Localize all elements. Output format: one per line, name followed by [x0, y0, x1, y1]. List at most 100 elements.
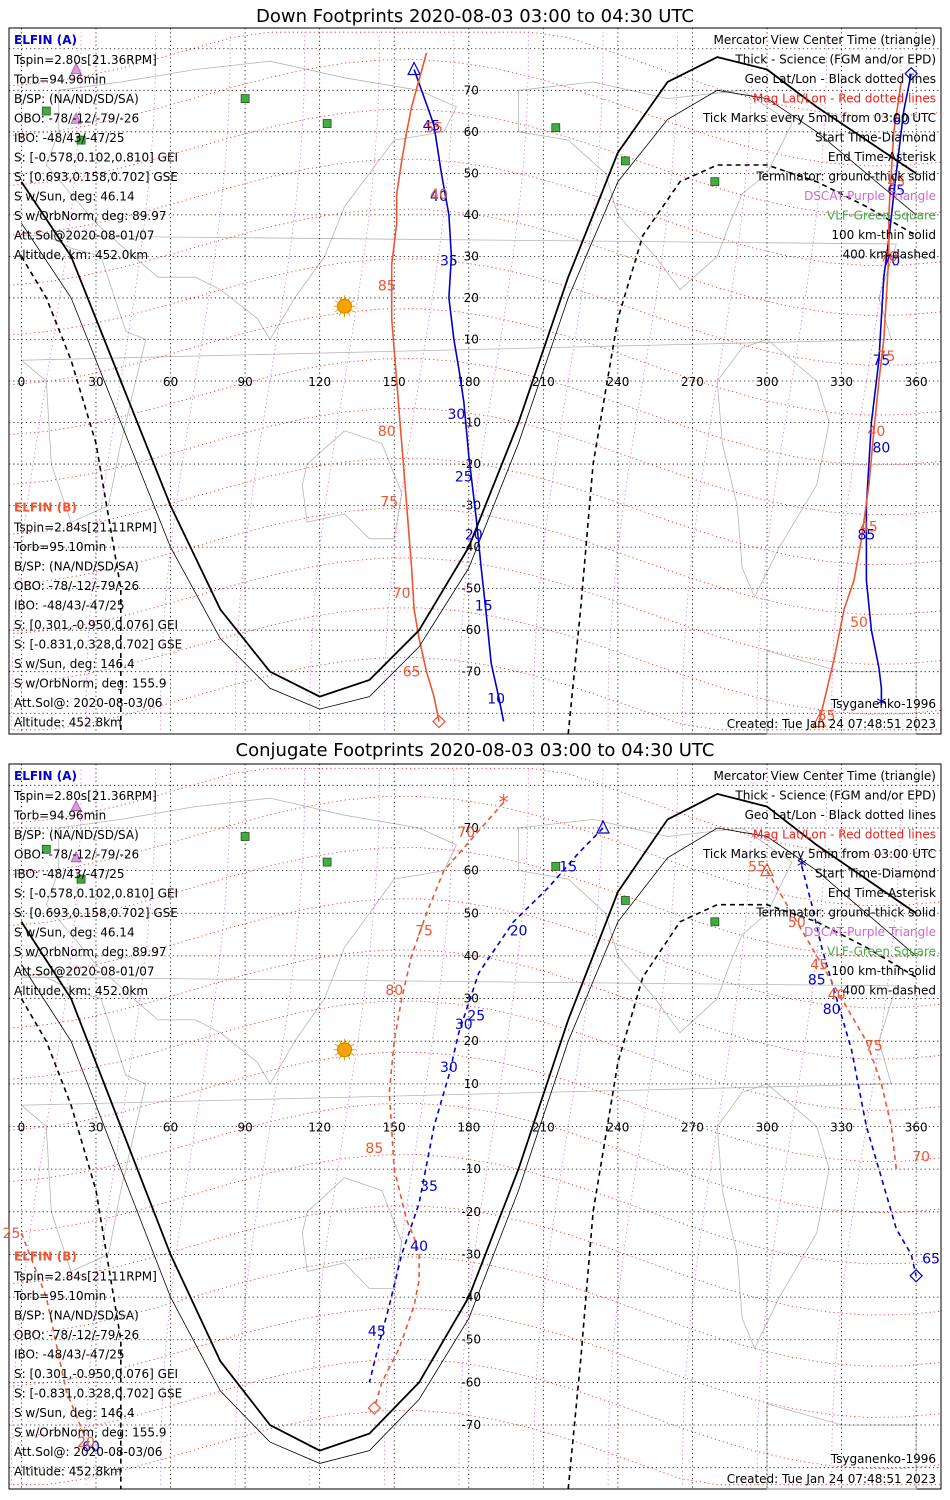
- vlf-station-marker: [620, 896, 630, 905]
- track-time-label: 75: [865, 1038, 883, 1054]
- elfin-a-label: ELFIN (A): [14, 769, 77, 783]
- vlf-station-marker: [710, 177, 720, 187]
- y-tick-label: -20: [461, 1205, 481, 1219]
- x-tick-label: 30: [88, 375, 103, 389]
- elfin-b-info: IBO: -48/43/-47/25: [14, 599, 125, 613]
- mag-meridian: [160, 768, 231, 1485]
- track-time-label: 45: [887, 175, 905, 191]
- y-tick-label: -10: [461, 1162, 481, 1176]
- elfin-b-info: Att.Sol@: 2020-08-03/06: [14, 1445, 162, 1459]
- elfin-a-info: B/SP: (NA/ND/SD/SA): [14, 828, 139, 842]
- elfin-b-info: S: [-0.831,0.328,0.702] GSE: [14, 638, 182, 652]
- track-line: [818, 81, 902, 722]
- y-tick-label: -60: [461, 623, 481, 637]
- sun-icon: [337, 1042, 353, 1058]
- mag-parallel: [9, 657, 941, 731]
- track-time-label: 70: [880, 249, 898, 265]
- track-time-label: 55: [748, 859, 766, 875]
- x-tick-label: 360: [905, 1121, 928, 1135]
- track-time-label: 85: [858, 528, 876, 544]
- dscat-marker: [70, 850, 82, 863]
- y-tick-label: 70: [464, 821, 479, 835]
- track-time-label: 15: [475, 598, 493, 614]
- track-time-label: 85: [808, 972, 826, 988]
- center-time-marker: [596, 819, 610, 834]
- legend-entry: Terminator: ground-thick solid: [755, 170, 936, 184]
- legend-entry: Thick - Science (FGM and/or EPD): [734, 789, 936, 803]
- x-tick-label: 0: [18, 375, 26, 389]
- coastline: [766, 650, 917, 735]
- vlf-station-marker: [620, 156, 630, 166]
- start-time-marker: [432, 714, 446, 729]
- track-time-label: 35: [420, 1179, 438, 1195]
- legend-entry: DSCAT-Purple Triangle: [804, 925, 936, 939]
- elfin-a-info: IBO: -48/43/-47/25: [14, 867, 125, 881]
- track-time-label: 40: [410, 1239, 428, 1255]
- y-tick-label: 20: [464, 291, 479, 305]
- elfin-b-info: S: [0.301,-0.950,0.076] GEI: [14, 1367, 178, 1381]
- mag-parallel: [8, 1000, 942, 1111]
- mag-parallel: [8, 407, 942, 516]
- x-tick-label: 60: [163, 375, 178, 389]
- mag-parallel: [8, 1358, 942, 1469]
- elfin-a-label: ELFIN (A): [14, 33, 77, 47]
- elfin-b-label: ELFIN (B): [14, 501, 77, 515]
- elfin-a-info: Torb=94.96min: [13, 73, 106, 87]
- elfin-b-info: Tspin=2.84s[21.11RPM]: [13, 521, 157, 535]
- elfin-a-info: Att.Sol@2020-08-01/07: [14, 229, 155, 243]
- track-time-label: 20: [77, 1435, 95, 1451]
- mag-parallel: [8, 607, 942, 715]
- elfin-b-info: S w/OrbNorm, deg: 155.9: [14, 1426, 166, 1440]
- y-tick-label: 40: [464, 208, 479, 222]
- x-tick-label: 90: [237, 375, 252, 389]
- track-time-label: 65: [887, 183, 905, 199]
- dscat-marker: [70, 112, 82, 124]
- end-time-marker: *: [499, 790, 509, 814]
- track-time-label: 40: [430, 189, 448, 205]
- mag-parallel: [8, 949, 942, 1060]
- elfin-a-info: Att.Sol@2020-08-01/07: [14, 965, 155, 979]
- coastline: [45, 797, 457, 1085]
- legend-entry: Tick Marks every 5min from 03:00 UTC: [702, 111, 936, 125]
- track-time-label: 15: [559, 859, 577, 875]
- center-time-marker: [812, 713, 827, 728]
- x-tick-label: 330: [830, 375, 853, 389]
- vlf-station-marker: [322, 857, 332, 867]
- elfin-a-info: S w/OrbNorm, deg: 89.97: [14, 945, 166, 959]
- model-label: Tsyganenko-1996: [830, 1452, 936, 1466]
- x-tick-label: 210: [532, 375, 555, 389]
- mag-meridian: [234, 768, 305, 1485]
- start-time-marker: [367, 1401, 382, 1415]
- vlf-station-marker: [710, 917, 720, 927]
- x-tick-label: 360: [905, 375, 928, 389]
- mag-parallel: [8, 457, 942, 566]
- elfin-b-info: OBO: -78/-12/-79/-26: [14, 579, 139, 593]
- y-tick-label: 50: [464, 166, 479, 180]
- elfin-b-info: Torb=95.10min: [13, 540, 106, 554]
- sun-icon: [337, 298, 353, 314]
- mag-parallel: [8, 358, 942, 466]
- track-line: [766, 870, 898, 1170]
- track-time-label: 45: [423, 119, 441, 135]
- center-time-marker: [760, 862, 774, 877]
- mag-parallel: [8, 1051, 942, 1162]
- model-label: Tsyganenko-1996: [830, 697, 936, 711]
- vlf-station-marker: [240, 94, 250, 103]
- vlf-station-marker: [322, 119, 332, 128]
- legend-entry: Mag Lat/Lon - Red dotted lines: [753, 92, 936, 106]
- vlf-station-marker: [41, 106, 51, 116]
- elfin-b-info: Altitude: 452.8km: [14, 716, 122, 730]
- y-tick-label: -70: [461, 1418, 481, 1432]
- legend-entry: Thick - Science (FGM and/or EPD): [734, 53, 936, 67]
- y-tick-label: 50: [464, 906, 479, 920]
- track-line: [20, 792, 917, 1452]
- center-time-marker: [407, 61, 422, 76]
- track-time-label: 40: [867, 424, 885, 440]
- x-tick-label: 270: [681, 375, 704, 389]
- start-time-marker: [904, 66, 919, 81]
- track-time-label: 35: [440, 254, 458, 270]
- coastline: [45, 60, 457, 341]
- legend-entry: Geo Lat/Lon - Black dotted lines: [745, 72, 936, 86]
- elfin-b-info: IBO: -48/43/-47/25: [14, 1348, 125, 1362]
- elfin-b-info: S: [-0.831,0.328,0.702] GSE: [14, 1387, 182, 1401]
